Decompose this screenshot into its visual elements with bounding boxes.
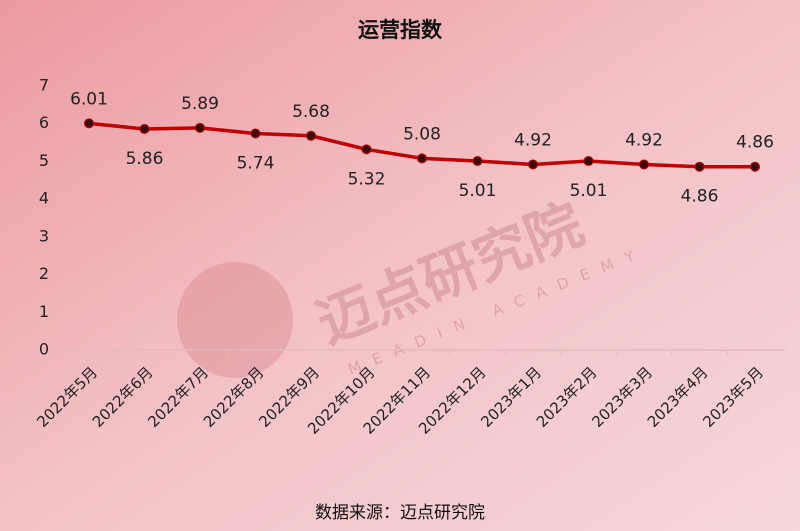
data-label: 5.86 <box>126 149 164 169</box>
y-tick-label: 7 <box>39 76 49 95</box>
marker <box>694 161 705 172</box>
marker <box>139 123 150 134</box>
data-label: 5.89 <box>181 94 219 114</box>
source: 数据来源：迈点研究院 <box>315 503 485 523</box>
marker <box>750 161 760 172</box>
marker <box>528 159 538 170</box>
data-label: 5.01 <box>459 181 497 201</box>
data-label: 4.86 <box>681 187 719 207</box>
y-tick-label: 4 <box>39 189 49 208</box>
marker <box>417 153 427 164</box>
data-label: 5.32 <box>348 169 386 189</box>
marker <box>361 144 372 155</box>
data-label: 5.68 <box>292 102 330 122</box>
y-tick-label: 2 <box>39 264 49 283</box>
marker <box>195 122 205 133</box>
data-label: 4.92 <box>514 130 552 150</box>
marker <box>639 159 649 170</box>
y-tick-label: 6 <box>39 113 49 132</box>
y-tick-label: 3 <box>39 226 49 245</box>
y-tick-label: 1 <box>39 302 49 321</box>
marker <box>306 130 316 141</box>
data-label: 6.01 <box>70 89 108 109</box>
data-label: 4.86 <box>736 133 774 153</box>
data-label: 5.01 <box>570 181 608 201</box>
marker <box>250 128 261 139</box>
data-label: 4.92 <box>625 130 663 150</box>
marker <box>84 118 94 129</box>
y-tick-label: 0 <box>39 340 49 359</box>
data-label: 5.08 <box>403 124 441 144</box>
watermark-logo <box>177 262 293 378</box>
marker <box>472 156 483 167</box>
chart-title: 运营指数 <box>358 18 443 42</box>
y-tick-label: 5 <box>39 151 49 170</box>
marker <box>583 156 594 167</box>
data-label: 5.74 <box>237 154 275 174</box>
